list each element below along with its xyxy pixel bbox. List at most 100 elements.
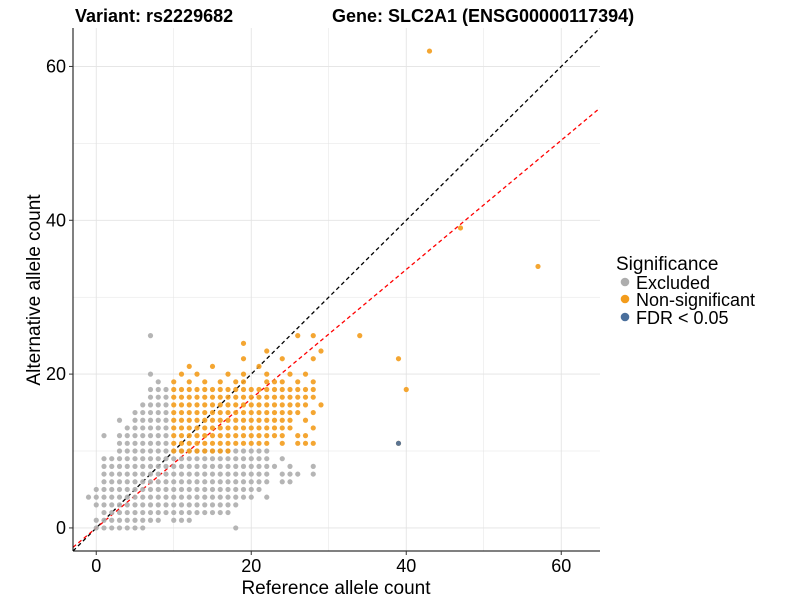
point-nonsig — [248, 417, 254, 423]
point-nonsig — [209, 433, 216, 439]
point-nonsig — [271, 433, 278, 439]
point-excluded — [217, 456, 223, 462]
point-excluded — [217, 486, 223, 493]
point-excluded — [217, 502, 223, 508]
point-excluded — [140, 440, 146, 446]
point-excluded — [101, 479, 107, 485]
point-nonsig — [256, 386, 262, 393]
point-excluded — [264, 494, 270, 500]
point-excluded — [116, 471, 123, 477]
point-nonsig — [233, 394, 239, 400]
point-excluded — [202, 471, 208, 477]
point-excluded — [163, 479, 169, 485]
point-excluded — [116, 433, 123, 439]
point-excluded — [140, 517, 146, 523]
point-nonsig — [217, 440, 223, 446]
point-excluded — [101, 433, 107, 439]
point-excluded — [202, 494, 208, 500]
point-nonsig — [186, 363, 192, 370]
point-nonsig — [302, 433, 309, 439]
point-nonsig — [194, 386, 200, 393]
point-nonsig — [202, 440, 208, 446]
x-tick-label: 40 — [396, 556, 416, 576]
point-nonsig — [233, 433, 239, 439]
point-excluded — [155, 409, 161, 416]
point-nonsig — [186, 379, 192, 385]
point-nonsig — [233, 409, 239, 416]
point-excluded — [93, 517, 99, 523]
point-nonsig — [271, 417, 278, 423]
point-nonsig — [256, 402, 262, 408]
point-nonsig — [302, 386, 309, 393]
legend-item-nonsignificant: Non-significant — [620, 290, 755, 310]
point-excluded — [186, 502, 192, 508]
point-nonsig — [171, 379, 177, 385]
point-nonsig — [225, 402, 231, 408]
point-nonsig — [310, 379, 316, 385]
x-tick-label: 0 — [91, 556, 101, 576]
point-nonsig — [202, 379, 208, 385]
point-excluded — [225, 456, 231, 462]
point-nonsig — [302, 371, 309, 377]
point-nonsig — [271, 386, 278, 393]
chart-title-variant: Variant: rs2229682 — [75, 6, 233, 26]
point-excluded — [287, 463, 293, 469]
point-excluded — [248, 456, 254, 462]
point-nonsig — [186, 417, 192, 423]
point-nonsig — [209, 363, 216, 370]
point-excluded — [101, 463, 107, 469]
legend-title: Significance — [616, 254, 718, 275]
point-excluded — [101, 509, 107, 516]
point-excluded — [155, 402, 161, 408]
point-excluded — [163, 425, 169, 431]
point-nonsig — [279, 417, 285, 423]
point-excluded — [248, 479, 254, 485]
point-excluded — [225, 494, 231, 500]
point-excluded — [225, 502, 231, 508]
point-nonsig — [279, 409, 285, 416]
point-nonsig — [171, 425, 177, 431]
point-nonsig — [310, 409, 316, 416]
point-excluded — [194, 456, 200, 462]
point-excluded — [155, 425, 161, 431]
point-excluded — [186, 471, 192, 477]
point-excluded — [124, 494, 130, 500]
point-excluded — [209, 509, 216, 516]
point-nonsig — [264, 417, 270, 423]
point-excluded — [155, 494, 161, 500]
point-excluded — [233, 471, 239, 477]
point-nonsig — [171, 409, 177, 416]
point-nonsig — [295, 440, 301, 446]
point-nonsig — [264, 379, 270, 385]
point-excluded — [124, 486, 130, 493]
point-excluded — [256, 479, 262, 485]
point-nonsig — [233, 440, 239, 446]
point-excluded — [171, 494, 177, 500]
legend-item-fdr: FDR < 0.05 — [620, 308, 729, 328]
point-excluded — [178, 502, 185, 508]
point-nonsig — [209, 386, 216, 393]
point-nonsig — [186, 409, 192, 416]
point-excluded — [209, 463, 216, 469]
point-nonsig — [240, 402, 247, 408]
point-excluded — [132, 425, 138, 431]
point-excluded — [163, 448, 169, 454]
point-nonsig — [264, 386, 270, 393]
x-tick-label: 60 — [551, 556, 571, 576]
point-excluded — [248, 486, 254, 493]
point-excluded — [217, 509, 223, 516]
y-tick-label: 20 — [46, 364, 66, 384]
point-nonsig — [264, 409, 270, 416]
legend: Significance Excluded Non-significant FD… — [616, 254, 755, 328]
point-excluded — [116, 509, 123, 516]
point-excluded — [209, 486, 216, 493]
point-excluded — [101, 494, 107, 500]
point-nonsig — [248, 409, 254, 416]
point-nonsig — [178, 409, 185, 416]
point-excluded — [124, 479, 130, 485]
point-excluded — [240, 486, 247, 493]
point-excluded — [140, 509, 146, 516]
point-excluded — [147, 409, 154, 416]
point-excluded — [109, 502, 115, 508]
